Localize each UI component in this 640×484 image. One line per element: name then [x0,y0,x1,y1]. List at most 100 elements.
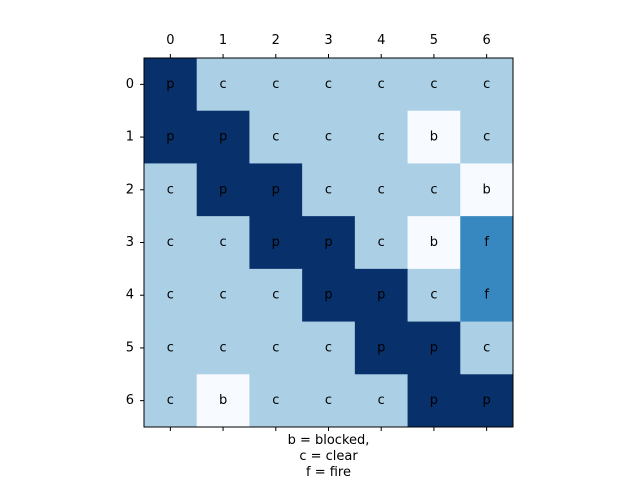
cell-label-r0-c5: c [430,77,437,92]
heatmap-cell-r5-c0 [144,321,198,375]
heatmap-cell-r1-c4 [354,110,409,164]
heatmap-cell-r1-c6 [460,110,514,164]
cell-label-r6-c6: p [483,393,491,408]
heatmap-cell-r1-c1 [196,110,250,164]
heatmap-cell-r4-c6 [460,268,514,323]
cell-label-r4-c4: p [377,288,385,303]
heatmap-cell-r0-c1 [196,58,250,112]
heatmap-cell-r2-c3 [302,163,356,217]
cell-label-r1-c0: p [166,130,174,145]
cell-label-r4-c5: c [430,288,437,303]
x-tick-label-6: 6 [483,33,491,48]
cell-label-r6-c3: c [325,393,332,408]
heatmap-cell-r4-c2 [249,268,303,323]
heatmap-cell-r0-c0 [144,58,198,112]
heatmap-cell-r5-c4 [354,321,409,375]
cell-label-r3-c1: c [219,235,226,250]
cell-label-r3-c0: c [167,235,174,250]
cell-label-r2-c6: b [483,182,491,197]
heatmap-cell-r3-c0 [144,216,198,270]
heatmap-cell-r2-c6 [460,163,514,217]
heatmap-cell-r4-c0 [144,268,198,323]
x-tick-label-4: 4 [377,33,385,48]
bottom-tick-marks [169,427,488,431]
y-tick-label-1: 1 [126,130,134,145]
cell-label-r3-c5: b [430,235,438,250]
heatmap-cell-r2-c1 [196,163,250,217]
cell-label-r5-c0: c [167,340,174,355]
cell-label-r5-c3: c [325,340,332,355]
heatmap-cell-r2-c0 [144,163,198,217]
cell-label-r2-c2: p [272,182,280,197]
cell-label-r0-c0: p [166,77,174,92]
heatmap-cell-r6-c2 [249,374,303,428]
cell-label-r1-c1: p [219,130,227,145]
cell-label-r2-c4: c [378,182,385,197]
heatmap-cell-r4-c5 [407,268,461,323]
cell-label-r5-c4: p [377,340,385,355]
cell-label-r6-c5: p [430,393,438,408]
y-tick-label-5: 5 [126,340,134,355]
heatmap-cell-r1-c3 [302,110,356,164]
x-axis-ticks: 0 1 2 3 4 5 6 [166,33,491,58]
cell-label-r4-c2: c [272,288,279,303]
heatmap-cell-r6-c6 [460,374,514,428]
cell-label-r4-c3: p [324,288,332,303]
cell-label-r1-c5: b [430,130,438,145]
cell-label-r3-c6: f [484,235,489,250]
heatmap-cell-r0-c4 [354,58,409,112]
cell-label-r2-c3: c [325,182,332,197]
heatmap-cell-r3-c6 [460,216,514,270]
cell-label-r2-c0: c [167,182,174,197]
x-tick-label-5: 5 [430,33,438,48]
cell-label-r6-c0: c [167,393,174,408]
y-axis-ticks: 0 1 2 3 4 5 6 [126,77,144,408]
cell-label-r0-c2: c [272,77,279,92]
cell-label-r1-c6: c [483,130,490,145]
heatmap-cell-r4-c3 [302,268,356,323]
heatmap-cell-r1-c2 [249,110,303,164]
heatmap-cell-r3-c4 [354,216,409,270]
x-tick-label-0: 0 [166,33,174,48]
cell-label-r3-c2: p [272,235,280,250]
y-tick-label-2: 2 [126,182,134,197]
y-tick-label-3: 3 [126,235,134,250]
y-tick-label-4: 4 [126,288,134,303]
heatmap-cell-r6-c5 [407,374,461,428]
heatmap-cell-r3-c3 [302,216,356,270]
cell-label-r6-c1: b [219,393,227,408]
heatmap-cell-r5-c6 [460,321,514,375]
x-tick-label-1: 1 [219,33,227,48]
heatmap-cell-r4-c1 [196,268,250,323]
heatmap-cell-r4-c4 [354,268,409,323]
cell-label-r6-c2: c [272,393,279,408]
heatmap-cell-r2-c2 [249,163,303,217]
heatmap-cell-r0-c3 [302,58,356,112]
heatmap-cell-r1-c5 [407,110,461,164]
cell-label-r2-c1: p [219,182,227,197]
heatmap-cell-r0-c5 [407,58,461,112]
heatmap-cell-r6-c4 [354,374,409,428]
cell-label-r0-c1: c [219,77,226,92]
cell-label-r6-c4: c [378,393,385,408]
cell-label-r0-c6: c [483,77,490,92]
heatmap-cell-r0-c2 [249,58,303,112]
cell-label-r2-c5: c [430,182,437,197]
heatmap-cell-r5-c1 [196,321,250,375]
heatmap-cell-r3-c5 [407,216,461,270]
heatmap-cell-r5-c2 [249,321,303,375]
cell-label-r5-c2: c [272,340,279,355]
cell-label-r1-c4: c [378,130,385,145]
x-tick-label-3: 3 [324,33,332,48]
x-tick-label-2: 2 [272,33,280,48]
x-axis-label-line-3: f = fire [306,465,351,480]
cell-label-r3-c4: c [378,235,385,250]
heatmap-cell-r3-c1 [196,216,250,270]
x-axis-label-line-1: b = blocked, [288,433,370,448]
cell-label-r5-c6: c [483,340,490,355]
cell-label-r1-c3: c [325,130,332,145]
y-tick-label-0: 0 [126,77,134,92]
cell-label-r4-c6: f [484,288,489,303]
